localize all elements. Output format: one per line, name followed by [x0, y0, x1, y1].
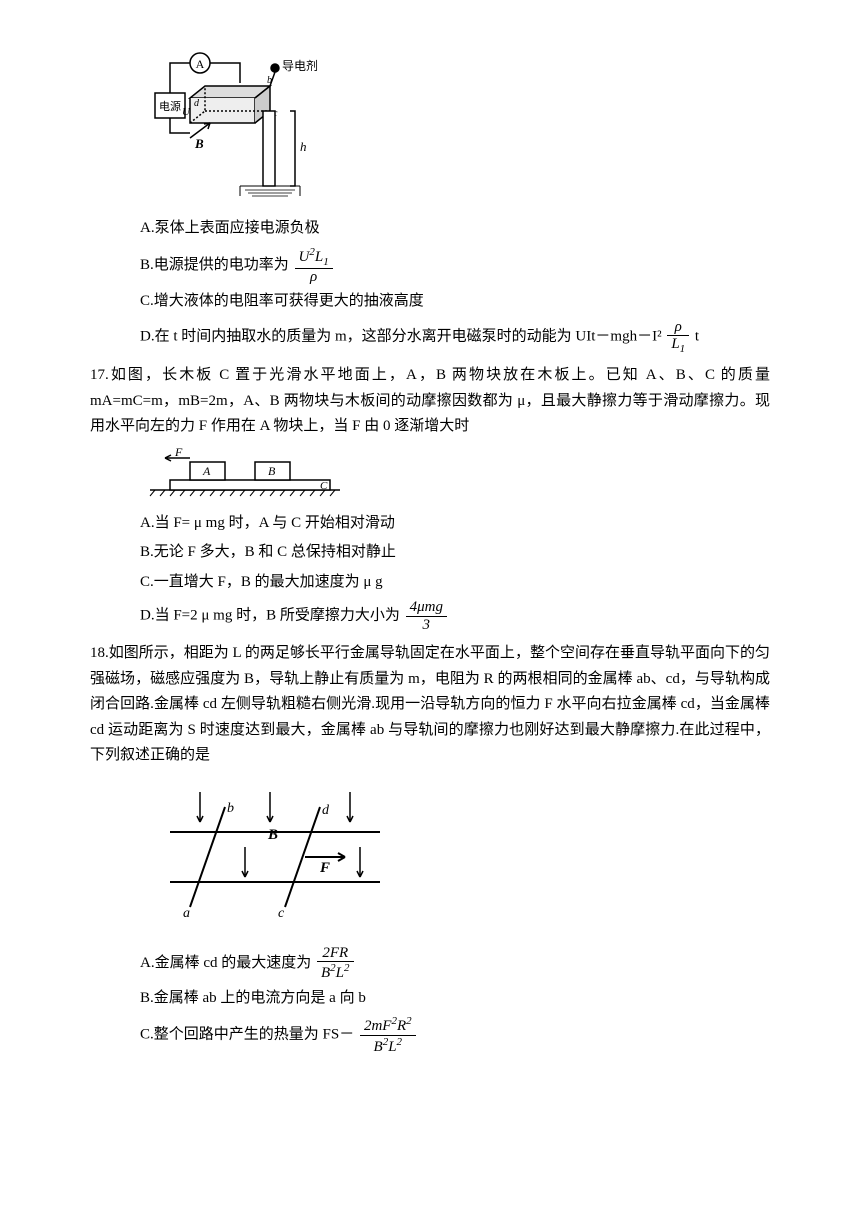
svg-text:F: F	[319, 860, 330, 876]
svg-text:B: B	[194, 136, 204, 151]
formula-16D: ρ L1	[667, 319, 689, 356]
option-18B: B.金属棒 ab 上的电流方向是 a 向 b	[140, 986, 770, 1012]
problem18-text: 18.如图所示，相距为 L 的两足够长平行金属导轨固定在水平面上，整个空间存在垂…	[90, 641, 770, 769]
svg-text:c: c	[278, 906, 285, 921]
option-17D: D.当 F=2 μ mg 时，B 所受摩擦力大小为 4μmg 3	[140, 599, 770, 633]
problem17-text: 17.如图，长木板 C 置于光滑水平地面上，A，B 两物块放在木板上。已知 A、…	[90, 363, 770, 440]
option-17B: B.无论 F 多大，B 和 C 总保持相对静止	[140, 540, 770, 566]
formula-17D: 4μmg 3	[406, 599, 447, 633]
option-17C: C.一直增大 F，B 的最大加速度为 μ g	[140, 570, 770, 596]
option-18A: A.金属棒 cd 的最大速度为 2FR B2L2	[140, 945, 770, 982]
svg-text:B: B	[267, 827, 278, 843]
svg-text:A: A	[202, 464, 211, 478]
option-17A: A.当 F= μ mg 时，A 与 C 开始相对滑动	[140, 511, 770, 537]
ammeter-label: A	[196, 57, 205, 71]
svg-text:U: U	[182, 106, 191, 118]
formula-18A: 2FR B2L2	[317, 945, 354, 982]
svg-text:F: F	[174, 448, 183, 459]
conductor-label: 导电剂	[282, 58, 318, 73]
svg-text:d: d	[322, 803, 330, 818]
formula-18C: 2mF2R2 B2L2	[360, 1015, 416, 1055]
svg-text:h: h	[300, 139, 307, 154]
formula-16B: U2L1 ρ	[295, 246, 333, 286]
svg-text:b: b	[227, 801, 234, 816]
option-16C: C.增大液体的电阻率可获得更大的抽液高度	[140, 289, 770, 315]
option-16B: B.电源提供的电功率为 U2L1 ρ	[140, 246, 770, 286]
problem18-figure: b a d c B F	[150, 777, 770, 937]
power-label: 电源	[159, 99, 181, 113]
option-16D: D.在 t 时间内抽取水的质量为 m，这部分水离开电磁泵时的动能为 UIt－mg…	[140, 319, 770, 356]
svg-text:B: B	[268, 464, 276, 478]
svg-text:a: a	[183, 906, 190, 921]
problem17-figure: C A B F	[140, 448, 770, 503]
option-16A: A.泵体上表面应接电源负极	[140, 216, 770, 242]
option-18C: C.整个回路中产生的热量为 FS－ 2mF2R2 B2L2	[140, 1015, 770, 1055]
svg-text:C: C	[320, 480, 328, 492]
problem16-figure: A 电源 U d B b c 导电剂	[140, 48, 770, 208]
